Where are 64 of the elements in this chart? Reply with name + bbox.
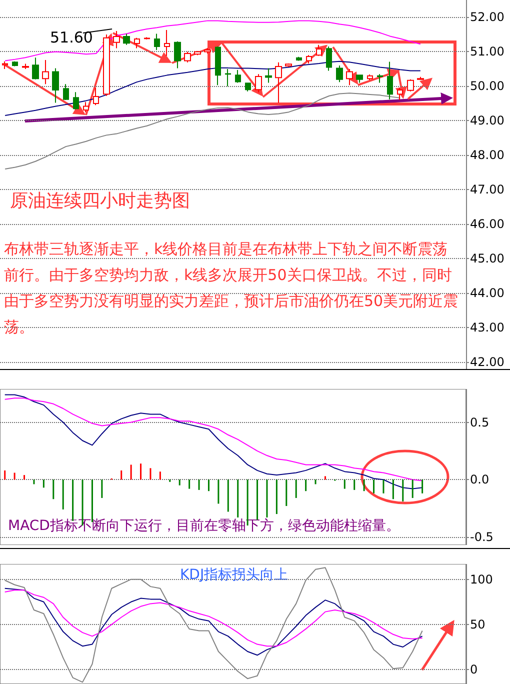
- y-tick-label: -0.5: [470, 530, 494, 544]
- y-tick-label: 44.00: [470, 286, 504, 300]
- y-tick-label: 48.00: [470, 148, 504, 162]
- y-tick-label: 100: [470, 572, 493, 586]
- y-tick-label: 43.00: [470, 320, 504, 335]
- candlestick: [32, 57, 39, 80]
- candlestick: [123, 33, 130, 46]
- y-tick-label: 50.00: [470, 79, 504, 94]
- candlestick: [12, 60, 18, 67]
- text: 原油连续四小时走势图: [10, 190, 190, 212]
- candlestick: [407, 78, 414, 92]
- candlestick: [174, 40, 181, 69]
- y-tick-label: 0.0: [470, 472, 490, 487]
- line-series: [4, 20, 421, 62]
- candlestick: [184, 51, 191, 63]
- y-tick-label: 51.00: [470, 44, 504, 59]
- candlestick: [296, 56, 302, 62]
- candlestick: [154, 33, 160, 51]
- candlestick: [63, 84, 69, 101]
- candlestick: [164, 30, 170, 56]
- candlestick: [42, 60, 49, 85]
- candlestick: [204, 48, 211, 54]
- candlestick: [326, 46, 332, 72]
- candlestick: [255, 74, 262, 93]
- line-series: [4, 588, 423, 656]
- candlestick: [103, 34, 110, 96]
- candlestick: [336, 65, 343, 83]
- line-series: [4, 60, 421, 116]
- candlestick: [225, 68, 231, 87]
- y-tick-label: 47.00: [470, 182, 504, 197]
- candlestick: [144, 36, 150, 40]
- y-tick-label: 50: [470, 617, 486, 632]
- candlestick: [83, 102, 89, 113]
- candlestick: [346, 68, 353, 86]
- y-tick-label: 0: [470, 662, 478, 677]
- line-series: [4, 590, 423, 647]
- candlestick: [245, 82, 251, 92]
- candlestick: [52, 68, 59, 104]
- y-tick-label: 46.00: [470, 217, 504, 232]
- candlestick: [275, 62, 282, 104]
- candlestick: [367, 74, 373, 81]
- y-tick-label: 52.00: [470, 10, 504, 24]
- candlestick: [306, 54, 312, 64]
- annotation: 51.60: [50, 28, 93, 46]
- candlestick: [316, 44, 322, 56]
- candlestick: [387, 61, 393, 100]
- candlestick: [134, 37, 140, 49]
- candlestick: [377, 74, 383, 84]
- candlestick: [215, 46, 221, 86]
- candlestick: [22, 63, 29, 70]
- candlestick: [113, 30, 120, 49]
- candlestick: [285, 62, 292, 68]
- candlestick: [194, 50, 201, 56]
- candlestick: [265, 68, 272, 84]
- y-tick-label: 49.00: [470, 114, 504, 128]
- y-tick-label: 42.00: [470, 355, 504, 370]
- candlestick: [356, 74, 363, 84]
- candlestick: [73, 92, 79, 110]
- candlestick: [417, 76, 424, 80]
- candlestick: [235, 70, 241, 84]
- candlestick: [93, 87, 99, 106]
- y-tick-label: 0.5: [470, 415, 490, 430]
- line-series: [4, 92, 401, 170]
- y-tick-label: 45.00: [470, 252, 504, 266]
